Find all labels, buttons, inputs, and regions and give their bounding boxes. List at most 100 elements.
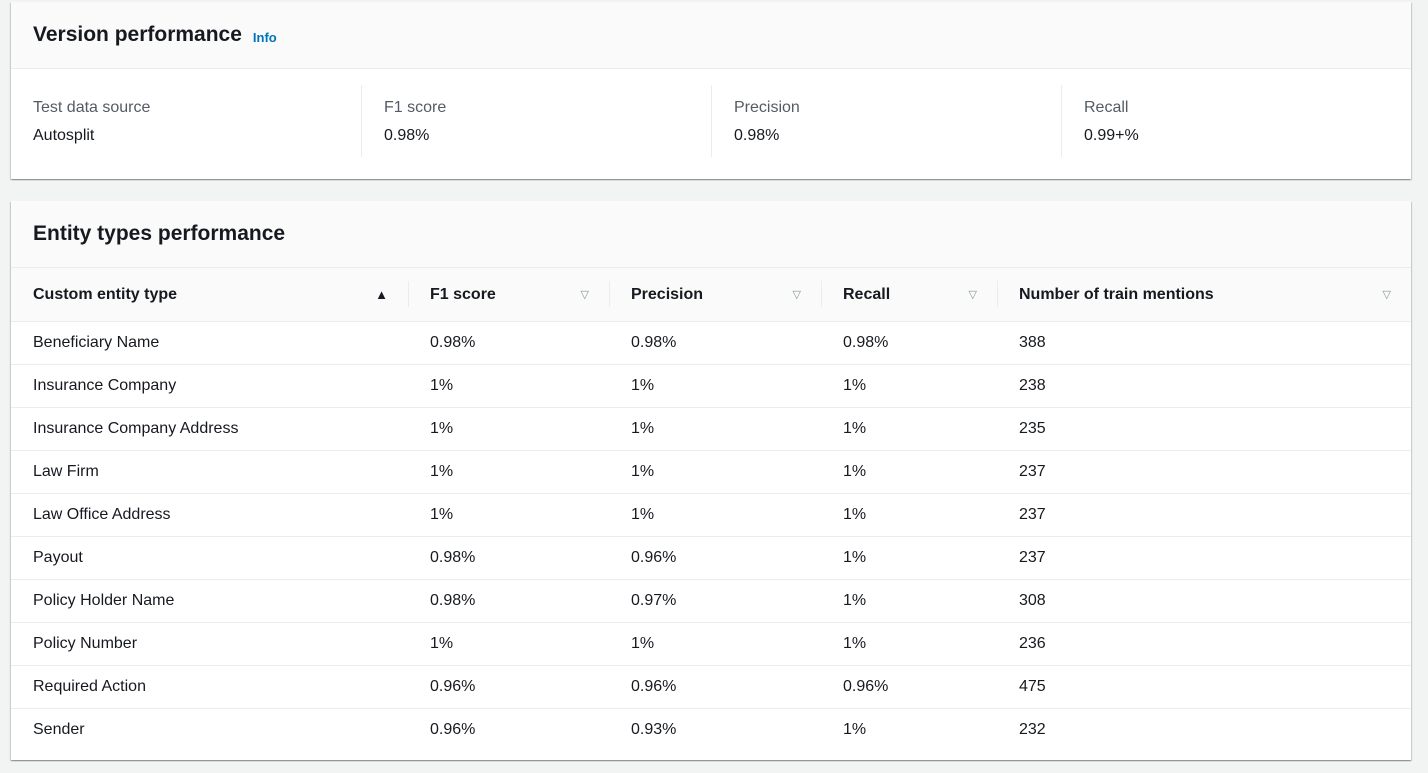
table-cell-precision: 1% (609, 493, 821, 537)
version-performance-title: Version performance (33, 23, 242, 46)
column-header-inner: Recall ▽ (821, 268, 997, 321)
column-header-label: Number of train mentions (1019, 285, 1214, 303)
version-performance-header: Version performance Info (11, 2, 1411, 69)
table-header-row: Custom entity type ▲ F1 score ▽ Precision ▽ Re… (11, 268, 1411, 322)
table-cell-f1-score: 1% (408, 450, 609, 494)
table-row: Law Firm 1% 1% 1% 237 (11, 450, 1411, 494)
sort-icon[interactable]: ▽ (1382, 289, 1391, 301)
table-row: Required Action 0.96% 0.96% 0.96% 475 (11, 665, 1411, 709)
metric-value: 0.98% (384, 127, 430, 144)
table-cell-train-mentions: 235 (997, 407, 1411, 451)
metrics-row: Test data source Autosplit F1 score 0.98… (11, 69, 1411, 157)
column-header-recall[interactable]: Recall ▽ (821, 268, 997, 322)
metric-precision: Precision 0.98% (711, 85, 1061, 157)
table-cell-train-mentions: 236 (997, 622, 1411, 666)
entity-types-performance-panel: Entity types performance Custom entity t… (11, 201, 1411, 760)
table-row: Sender 0.96% 0.93% 1% 232 (11, 709, 1411, 752)
table-cell-recall: 1% (821, 450, 997, 494)
table-cell-train-mentions: 238 (997, 364, 1411, 408)
table-row: Policy Holder Name 0.98% 0.97% 1% 308 (11, 579, 1411, 623)
table-cell-precision: 0.96% (609, 665, 821, 709)
table-cell-recall: 1% (821, 364, 997, 408)
column-header-precision[interactable]: Precision ▽ (609, 268, 821, 322)
table-row: Law Office Address 1% 1% 1% 237 (11, 493, 1411, 537)
table-cell-custom-entity-type: Policy Holder Name (11, 579, 408, 623)
table-cell-recall: 1% (821, 407, 997, 451)
table-cell-recall: 1% (821, 536, 997, 580)
table-cell-recall: 1% (821, 493, 997, 537)
table-cell-train-mentions: 475 (997, 665, 1411, 709)
table-cell-custom-entity-type: Insurance Company (11, 364, 408, 408)
column-header-inner: Precision ▽ (609, 268, 821, 321)
entity-types-header: Entity types performance (11, 201, 1411, 268)
table-cell-precision: 1% (609, 450, 821, 494)
table-cell-train-mentions: 232 (1019, 721, 1046, 739)
table-cell-custom-entity-type: Required Action (11, 665, 408, 709)
table-cell-recall: 1% (821, 579, 997, 623)
table-cell-custom-entity-type: Law Firm (11, 450, 408, 494)
table-cell-precision: 1% (609, 622, 821, 666)
table-cell-custom-entity-type: Payout (11, 536, 408, 580)
sort-icon[interactable]: ▽ (580, 289, 589, 301)
table-cell-custom-entity-type: Policy Number (11, 622, 408, 666)
metric-label: Test data source (33, 99, 151, 116)
table-cell-train-mentions: 308 (997, 579, 1411, 623)
table-cell-f1-score: 1% (408, 407, 609, 451)
sort-icon[interactable]: ▽ (968, 289, 977, 301)
table-cell-precision: 0.97% (609, 579, 821, 623)
table-cell-train-mentions: 237 (997, 536, 1411, 580)
table-cell-recall: 1% (843, 721, 867, 739)
table-cell-custom-entity-type: Law Office Address (11, 493, 408, 537)
info-link[interactable]: Info (252, 29, 277, 45)
table-body: Beneficiary Name 0.98% 0.98% 0.98% 388 Insura… (11, 321, 1411, 752)
table-cell-precision: 0.93% (631, 721, 677, 739)
table-cell-recall: 0.98% (821, 321, 997, 365)
table-cell-train-mentions: 237 (997, 450, 1411, 494)
table-cell-custom-entity-type: Sender (33, 721, 85, 739)
column-header-custom-entity-type[interactable]: Custom entity type ▲ (11, 268, 408, 322)
metric-value: Autosplit (33, 127, 95, 144)
metric-f1-score: F1 score 0.98% (361, 85, 711, 157)
column-header-label: Custom entity type (33, 285, 178, 303)
column-header-f1-score[interactable]: F1 score ▽ (408, 268, 609, 322)
table-cell-recall: 0.96% (821, 665, 997, 709)
table-cell-f1-score: 0.96% (430, 721, 476, 739)
table-cell-precision: 1% (609, 364, 821, 408)
column-header-label: F1 score (430, 285, 496, 303)
version-performance-panel: Version performance Info Test data sourc… (11, 2, 1411, 179)
table-cell-f1-score: 0.98% (408, 536, 609, 580)
sort-icon[interactable]: ▽ (792, 289, 801, 301)
column-header-inner: Number of train mentions ▽ (997, 268, 1411, 321)
table-row: Insurance Company 1% 1% 1% 238 (11, 364, 1411, 408)
table-cell-custom-entity-type: Insurance Company Address (11, 407, 408, 451)
table-cell-recall: 1% (821, 622, 997, 666)
column-header-label: Precision (631, 285, 704, 303)
table-cell-f1-score: 1% (408, 364, 609, 408)
column-header-train-mentions[interactable]: Number of train mentions ▽ (997, 268, 1411, 322)
table-cell-precision: 1% (609, 407, 821, 451)
column-header-inner: F1 score ▽ (408, 268, 609, 321)
entity-types-table: Custom entity type ▲ F1 score ▽ Precision ▽ Re… (11, 268, 1411, 752)
table-cell-precision: 0.98% (609, 321, 821, 365)
column-header-inner: Custom entity type ▲ (11, 268, 408, 321)
metric-label: F1 score (384, 99, 447, 116)
table-row: Beneficiary Name 0.98% 0.98% 0.98% 388 (11, 321, 1411, 365)
metric-label: Recall (1084, 99, 1129, 116)
metric-value: 0.99+% (1084, 127, 1139, 144)
table-row: Payout 0.98% 0.96% 1% 237 (11, 536, 1411, 580)
table-cell-train-mentions: 237 (997, 493, 1411, 537)
table-cell-precision: 0.96% (609, 536, 821, 580)
table-cell-custom-entity-type: Beneficiary Name (11, 321, 408, 365)
table-cell-f1-score: 0.98% (408, 321, 609, 365)
table-cell-train-mentions: 388 (997, 321, 1411, 365)
entity-types-title: Entity types performance (33, 222, 286, 245)
sort-ascending-icon[interactable]: ▲ (375, 287, 388, 302)
table-row: Insurance Company Address 1% 1% 1% 235 (11, 407, 1411, 451)
table-cell-f1-score: 1% (408, 622, 609, 666)
column-header-label: Recall (843, 285, 891, 303)
table-cell-f1-score: 1% (408, 493, 609, 537)
table-row: Policy Number 1% 1% 1% 236 (11, 622, 1411, 666)
table-cell-f1-score: 0.98% (408, 579, 609, 623)
metric-value: 0.98% (734, 127, 780, 144)
metric-test-data-source: Test data source Autosplit (11, 85, 361, 157)
